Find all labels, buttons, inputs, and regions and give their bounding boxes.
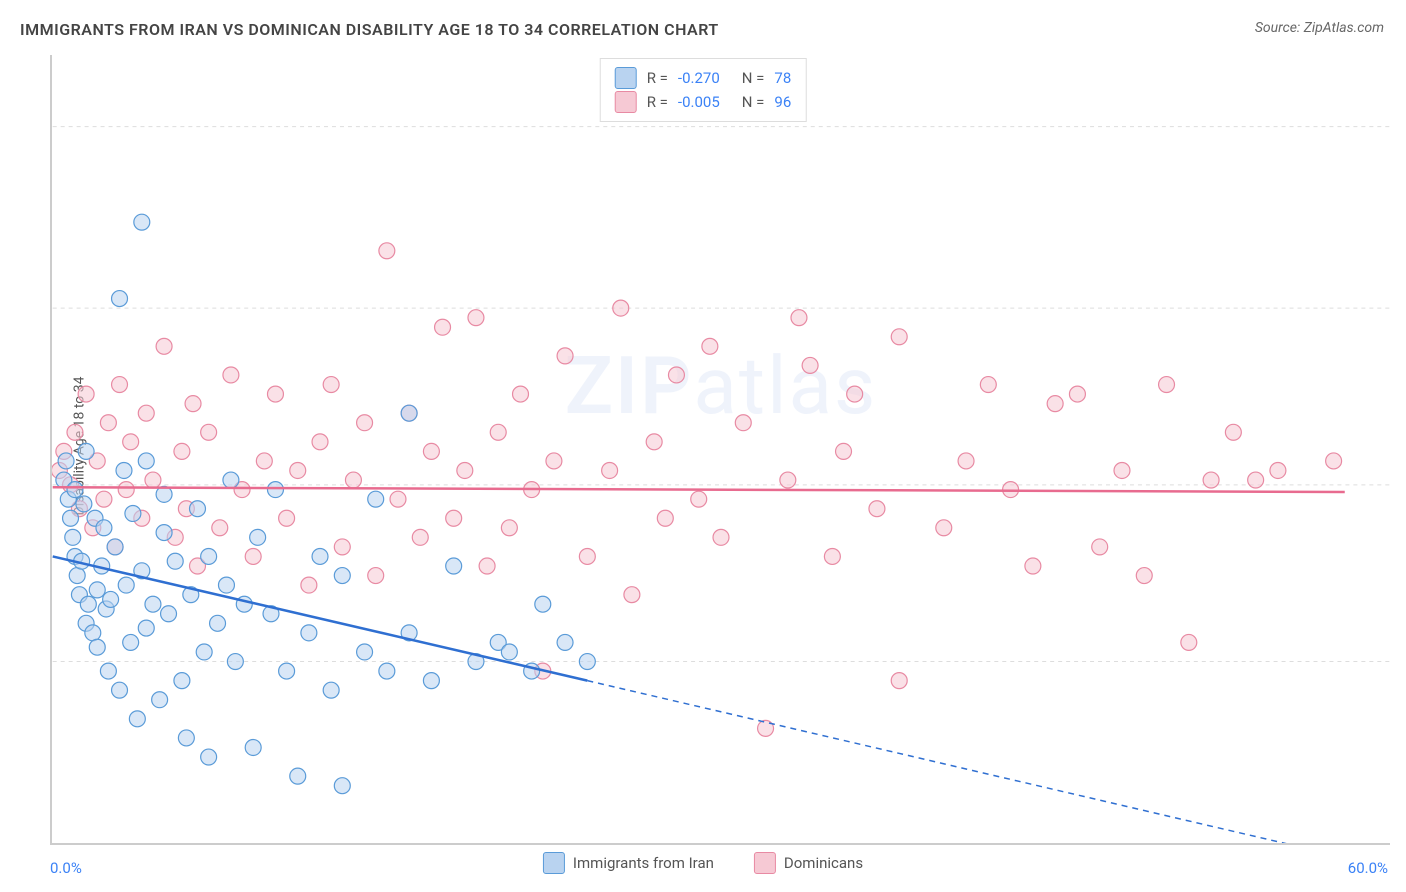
series-legend: Immigrants from Iran Dominicans [543,852,863,874]
legend-r-label: R = [647,69,668,87]
legend-item: Immigrants from Iran [543,852,714,874]
legend-swatch [615,91,637,113]
source-label: Source: ZipAtlas.com [1255,20,1384,36]
legend-swatch [615,67,637,89]
legend-r-value: -0.270 [678,69,720,87]
legend-row: R = -0.005 N = 96 [615,91,792,113]
legend-n-label: N = [742,69,765,87]
x-axis-max: 60.0% [1348,859,1388,877]
legend-n-value: 78 [774,69,791,87]
y-tick-label: 7.5% [1395,476,1406,494]
legend-swatch [754,852,776,874]
legend-n-value: 96 [774,93,791,111]
legend-r-value: -0.005 [678,93,720,111]
y-tick-label: 11.2% [1395,299,1406,317]
legend-swatch [543,852,565,874]
x-axis-min: 0.0% [50,859,82,877]
correlation-legend: R = -0.270 N = 78 R = -0.005 N = 96 [600,58,807,122]
y-tick-label: 15.0% [1395,117,1406,135]
legend-label: Immigrants from Iran [573,854,714,872]
legend-row: R = -0.270 N = 78 [615,67,792,89]
legend-label: Dominicans [784,854,863,872]
legend-item: Dominicans [754,852,863,874]
plot-area: ZIPatlas 3.8%7.5%11.2%15.0% [50,55,1390,845]
chart-title: IMMIGRANTS FROM IRAN VS DOMINICAN DISABI… [20,20,719,39]
legend-r-label: R = [647,93,668,111]
legend-n-label: N = [742,93,765,111]
scatter-svg [52,55,1390,843]
y-tick-label: 3.8% [1395,653,1406,671]
